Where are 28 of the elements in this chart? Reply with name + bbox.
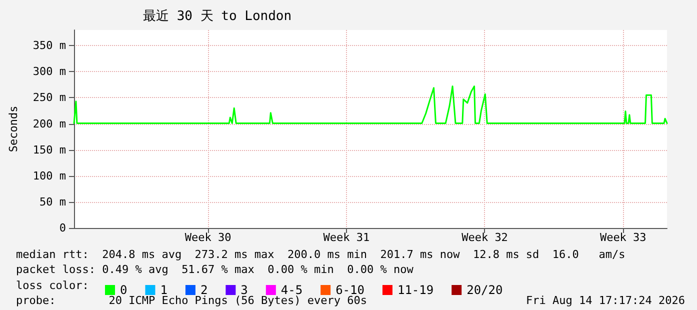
legend-label: 2 [200,283,208,297]
chart-title: 最近 30 天 to London [143,9,292,24]
legend-label: 4-5 [280,283,303,297]
text: probe: 20 ICMP Echo Pings (56 Bytes) every 60s [16,294,367,307]
line-series [73,86,668,124]
text: Fri Aug 14 17:17:24 2026 [526,294,686,307]
y-axis-title: Seconds [7,106,20,152]
legend-label: 1 [160,283,168,297]
y-tick-label: 150 m [32,143,66,156]
text: packet loss: 0.49 % avg 51.67 % max 0.00 % min 0.00 % now [16,263,414,276]
x-tick-label: Week 30 [184,231,232,244]
y-tick-label: 250 m [32,91,66,104]
y-tick-label: 0 [59,222,66,234]
y-tick-label: 350 m [32,39,66,52]
x-tick-label: Week 33 [600,231,646,244]
legend-label: 20/20 [466,283,503,297]
legend-title: loss color: [16,279,89,292]
y-tick-label: 100 m [32,169,66,182]
x-tick-label: Week 31 [323,231,370,244]
y-tick-label: 300 m [32,65,66,78]
legend-label: 3 [240,283,248,297]
legend-label: 6-10 [336,283,364,297]
x-tick-label: Week 32 [462,231,508,244]
legend-label: 0 [120,283,128,297]
text: median rtt: 204.8 ms avg 273.2 ms max 200.0 ms min 201.7 ms now 12.8 ms sd 16.0 am/s [16,248,626,261]
y-tick-label: 200 m [32,117,66,130]
legend-label: 11-19 [397,283,434,297]
y-tick-label: 50 m [40,195,66,208]
